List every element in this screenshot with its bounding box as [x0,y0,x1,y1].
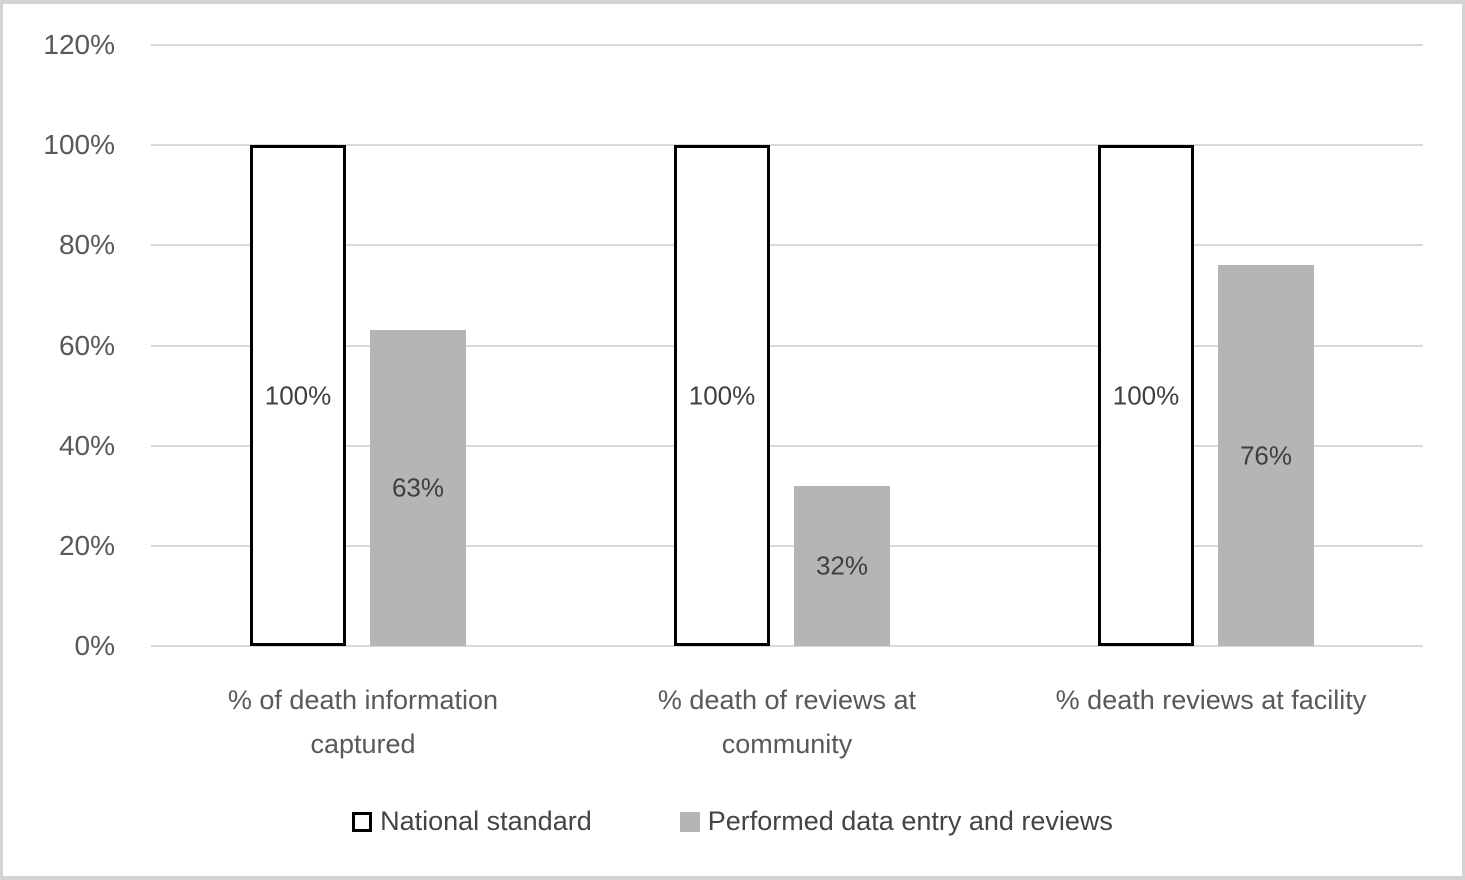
legend-item-performed-data-entry: Performed data entry and reviews [679,806,1113,837]
y-tick-label: 20% [58,529,115,561]
bar-data-label: 100% [688,380,756,411]
gridline [151,244,1423,247]
gridline [151,44,1423,46]
bar-national-standard [250,145,346,646]
y-tick-label: 40% [58,429,115,461]
gridline [151,544,1423,547]
gridline [151,444,1423,447]
y-tick-label: 60% [58,329,115,361]
gridline [151,645,1423,647]
y-axis: 0% 20% 40% 60% 80% 100% 120% [3,29,115,661]
bar-national-standard [674,145,770,646]
bar-data-label: 76% [1239,440,1293,471]
x-axis-labels: % of death information captured % death … [151,678,1423,766]
legend-swatch-solid-icon [679,811,700,832]
category-label: % of death information captured [227,685,499,759]
bar-data-label: 100% [264,380,332,411]
legend-label: National standard [380,806,592,836]
legend-swatch-outlined-icon [352,811,373,832]
bar-performed-data-entry-and-reviews [794,485,890,646]
y-tick-label: 0% [74,630,115,661]
legend-item-national-standard: National standard [352,806,592,837]
category-label: % death reviews at facility [1055,685,1367,715]
y-tick-label: 80% [58,229,115,261]
legend-label: Performed data entry and reviews [707,806,1113,836]
bar-performed-data-entry-and-reviews [370,330,466,646]
bar-performed-data-entry-and-reviews [1218,265,1314,646]
plot-area: 100% 100% 100% 63% 32% 76% [151,44,1423,647]
legend: National standard Performed data entry a… [3,806,1462,837]
bar-data-label: 32% [815,550,869,581]
gridline [151,344,1423,347]
gridline [151,144,1423,147]
category-label: % death of reviews at community [657,685,917,759]
y-tick-label: 120% [43,29,115,60]
y-tick-label: 100% [43,129,115,161]
bar-data-label: 63% [391,472,445,503]
bar-national-standard [1098,145,1194,646]
bar-data-label: 100% [1112,380,1180,411]
